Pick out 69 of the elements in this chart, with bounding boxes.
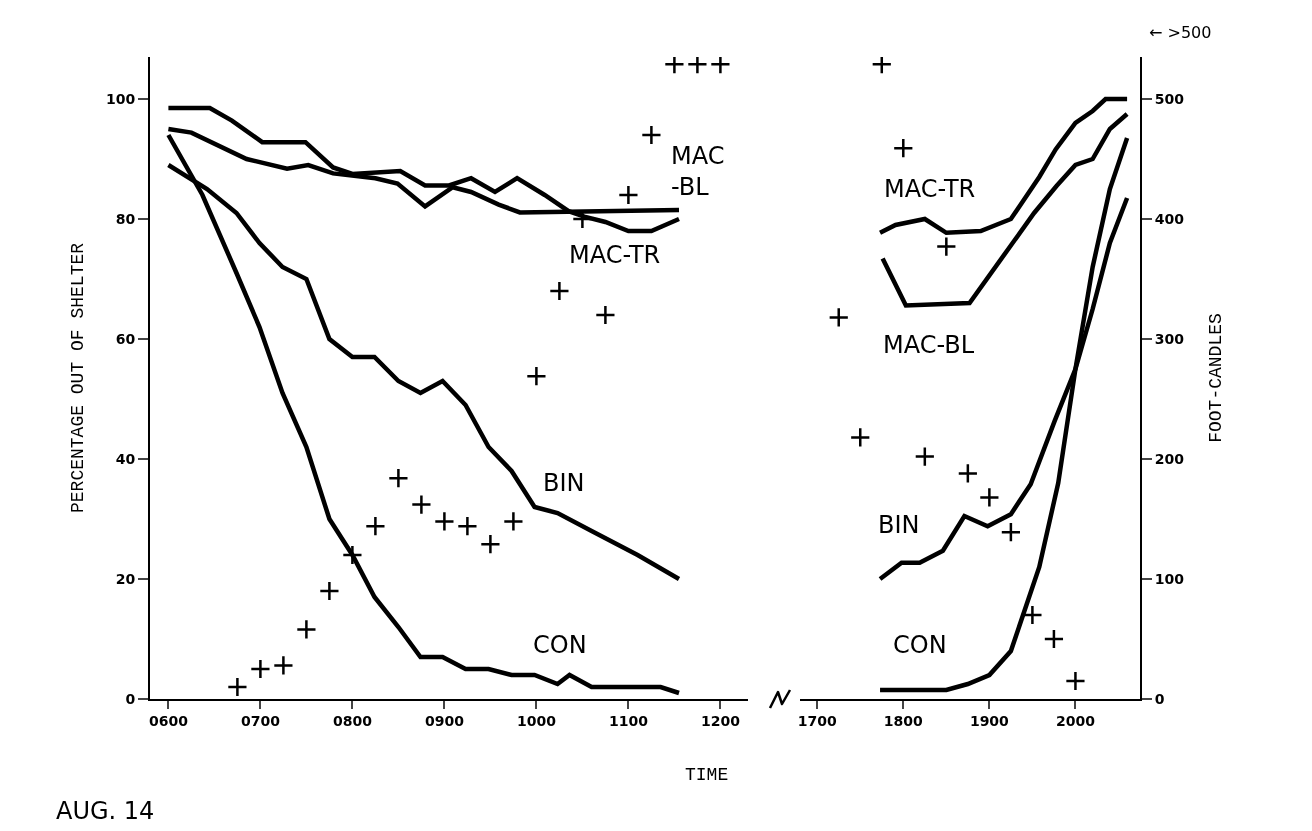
text: ← >500: [1149, 23, 1212, 42]
x-tick-label: 1000: [516, 712, 557, 729]
series-label: MAC -BL: [671, 142, 725, 202]
point: [957, 463, 979, 484]
point: [342, 544, 363, 566]
point: [365, 515, 386, 537]
y-tick-label: 60: [115, 330, 136, 347]
series-label: MAC-TR: [884, 175, 976, 203]
point: [411, 494, 432, 515]
point: [979, 487, 1000, 508]
point: [892, 137, 914, 159]
point: [618, 184, 639, 206]
point: [480, 533, 501, 555]
point: [849, 427, 871, 448]
point: [388, 467, 409, 489]
y-tick-label: 100: [105, 90, 136, 107]
series-label: BIN: [543, 469, 585, 497]
point: [935, 236, 957, 257]
point: [250, 658, 271, 680]
point: [319, 580, 340, 602]
y2-tick-label: 300: [1154, 330, 1185, 347]
y2-tick-label: 0: [1154, 690, 1165, 707]
y2-tick-label: 500: [1154, 90, 1185, 107]
x-tick-label: 1800: [883, 712, 924, 729]
point: [434, 511, 455, 532]
y-tick-label: 40: [115, 450, 136, 467]
point: [296, 619, 317, 640]
point: [641, 124, 662, 146]
series-label: CON: [533, 631, 587, 659]
point: [687, 57, 708, 75]
x-tick-label: 0900: [424, 712, 465, 729]
text: AUG. 14: [56, 797, 155, 825]
point: [1065, 670, 1086, 692]
x-axis-title: TIME: [685, 765, 729, 785]
x-tick-label: 0800: [332, 712, 373, 729]
point: [664, 57, 685, 75]
point: [503, 511, 524, 532]
x-tick-label: 1700: [797, 712, 837, 729]
x-tick-label: 1100: [608, 712, 649, 729]
y-tick-label: 80: [115, 210, 136, 227]
point: [828, 307, 850, 328]
x-tick-label: 1200: [700, 712, 741, 729]
point: [273, 655, 294, 676]
point: [710, 57, 731, 75]
series-label: MAC-BL: [883, 331, 975, 359]
point: [1000, 521, 1022, 543]
x-tick-label: 0600: [148, 712, 189, 729]
y-tick-label: 0: [125, 690, 136, 707]
point: [914, 446, 936, 467]
y2-tick-label: 200: [1154, 450, 1185, 467]
x-tick-label: 2000: [1055, 712, 1096, 729]
x-tick-label: 0700: [240, 712, 281, 729]
series-label: CON: [893, 631, 947, 659]
point: [1022, 604, 1043, 626]
series-label: BIN: [878, 511, 920, 539]
point: [549, 280, 570, 302]
point: [227, 676, 248, 698]
point: [595, 304, 616, 326]
y-tick-label: 20: [115, 570, 136, 587]
series-label: MAC-TR: [569, 241, 661, 269]
y-axis-title: PERCENTAGE OUT OF SHELTER: [67, 242, 88, 514]
y2-axis-title: FOOT-CANDLES: [1205, 313, 1226, 443]
y2-tick-label: 400: [1154, 210, 1185, 227]
point: [526, 365, 547, 387]
x-tick-label: 1900: [969, 712, 1010, 729]
point: [1043, 628, 1065, 650]
y2-tick-label: 100: [1154, 570, 1185, 587]
point: [457, 515, 478, 537]
point: [871, 57, 893, 75]
